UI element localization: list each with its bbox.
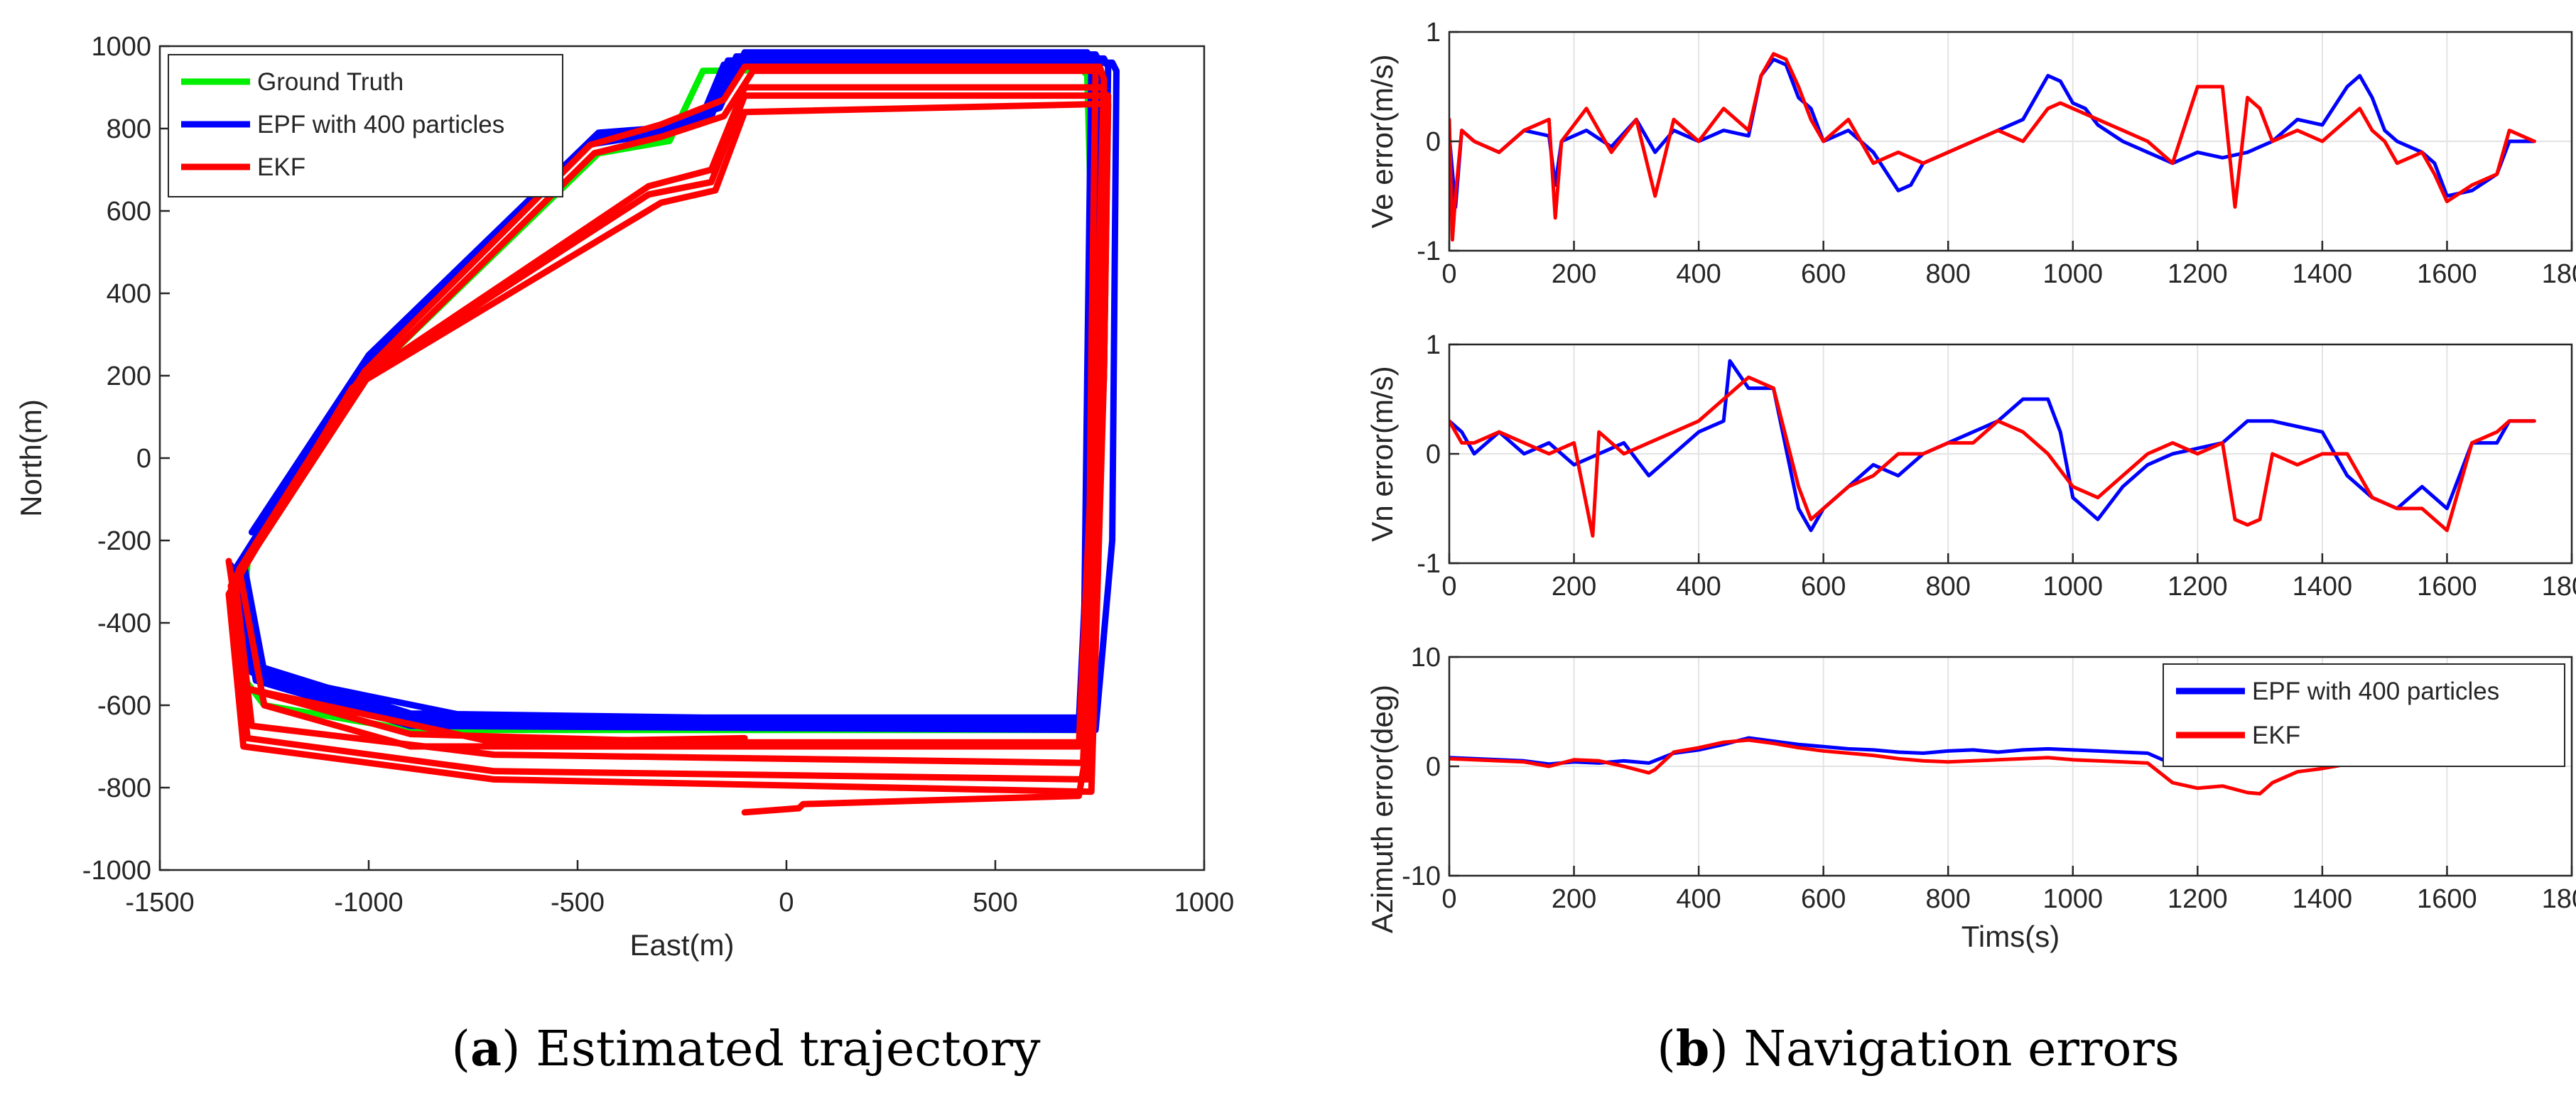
legend-label-a-1: EPF with 400 particles [257, 111, 504, 138]
tick-label-y-b2-0: 0 [1426, 440, 1441, 469]
tick-label-x-b3-400: 400 [1676, 884, 1721, 914]
series-group-a [225, 49, 1120, 816]
x-axis-label-b3: Tims(s) [1961, 920, 2060, 953]
tick-label-y-a--400: -400 [97, 609, 151, 638]
tick-label-x-b1-1200: 1200 [2168, 259, 2228, 289]
y-axis-label-b3: Azimuth error(deg) [1365, 685, 1399, 933]
caption-a: (a) Estimated trajectory [451, 1021, 1041, 1077]
tick-label-x-b2-1600: 1600 [2417, 572, 2477, 602]
series-a-2-path-3 [227, 92, 1112, 783]
tick-label-x-b1-1000: 1000 [2043, 259, 2104, 289]
tick-label-x-b1-400: 400 [1676, 259, 1721, 289]
tick-label-x-b2-1800: 1800 [2542, 572, 2576, 602]
tick-label-x-a--1000: -1000 [334, 888, 403, 918]
tick-label-x-b2-0: 0 [1441, 572, 1456, 602]
tick-label-x-b2-1200: 1200 [2168, 572, 2228, 602]
tick-label-y-b2--1: -1 [1417, 549, 1441, 579]
svg-text:(b) Navigation errors: (b) Navigation errors [1657, 1021, 2180, 1077]
svg-text:(a) Estimated trajectory: (a) Estimated trajectory [451, 1021, 1041, 1077]
tick-label-x-b1-1800: 1800 [2542, 259, 2576, 289]
chart-layer: -1500 -1000 -500 0 500 1000-1000-800-600-400-… [14, 18, 2576, 962]
tick-label-y-a--1000: -1000 [82, 856, 151, 886]
tick-label-x-b1-800: 800 [1926, 259, 1971, 289]
tick-label-x-b2-200: 200 [1552, 572, 1596, 602]
legend-label-b3-0: EPF with 400 particles [2252, 678, 2499, 705]
tick-label-x-a--1500: -1500 [125, 888, 194, 918]
tick-label-y-a-800: 800 [107, 114, 151, 144]
legend-label-b3-1: EKF [2252, 722, 2300, 749]
tick-label-x-b3-0: 0 [1441, 884, 1456, 914]
tick-label-y-a-200: 200 [107, 362, 151, 391]
caption-a-letter: a [470, 1021, 502, 1077]
tick-label-y-b2-1: 1 [1426, 330, 1441, 360]
y-axis-label-b1: Ve error(m/s) [1365, 54, 1399, 228]
tick-label-y-a--800: -800 [97, 773, 151, 803]
tick-label-x-b3-800: 800 [1926, 884, 1971, 914]
tick-label-x-b1-1400: 1400 [2293, 259, 2353, 289]
legend-box-b3 [2163, 663, 2565, 767]
tick-label-x-a-500: 500 [973, 888, 1017, 918]
legend-label-a-0: Ground Truth [257, 68, 404, 96]
caption-a-text: Estimated trajectory [536, 1021, 1041, 1077]
plot-b1: 020040060080010001200140016001800-101Ve … [1365, 18, 2576, 289]
y-axis-label-a: North(m) [14, 399, 48, 517]
tick-label-x-b3-1400: 1400 [2293, 884, 2353, 914]
tick-label-y-a-1000: 1000 [91, 32, 151, 62]
x-axis-label-a: East(m) [630, 928, 735, 962]
tick-label-y-a-0: 0 [136, 444, 151, 474]
tick-label-x-b2-600: 600 [1801, 572, 1846, 602]
tick-label-y-b1--1: -1 [1417, 237, 1441, 266]
tick-label-x-b1-0: 0 [1441, 259, 1456, 289]
series-b2-1-path-0 [1449, 375, 2536, 538]
tick-label-x-a-0: 0 [779, 888, 794, 918]
tick-label-x-b1-1600: 1600 [2417, 259, 2477, 289]
plot-b3: 020040060080010001200140016001800-10010T… [1365, 643, 2576, 953]
tick-label-x-b3-1200: 1200 [2168, 884, 2228, 914]
tick-label-x-b2-1000: 1000 [2043, 572, 2104, 602]
tick-label-x-a-1000: 1000 [1174, 888, 1235, 918]
tick-label-x-a--500: -500 [551, 888, 605, 918]
tick-label-x-b1-200: 200 [1552, 259, 1596, 289]
plot-a: -1500 -1000 -500 0 500 1000-1000-800-600-400-… [14, 32, 1234, 962]
tick-label-y-b3-0: 0 [1426, 752, 1441, 782]
plot-b2: 020040060080010001200140016001800-101Vn … [1365, 330, 2576, 602]
tick-label-x-b3-1600: 1600 [2417, 884, 2477, 914]
y-axis-label-b2: Vn error(m/s) [1365, 366, 1399, 541]
series-group-b2 [1449, 359, 2536, 538]
legend-a: Ground Truth EPF with 400 particles EKF [168, 54, 563, 197]
tick-label-x-b2-800: 800 [1926, 572, 1971, 602]
series-a-2-path-5 [741, 743, 1091, 816]
tick-label-y-a--600: -600 [97, 691, 151, 721]
tick-label-x-b1-600: 600 [1801, 259, 1846, 289]
series-a-2-path-4 [225, 100, 1112, 795]
caption-b-text: Navigation errors [1743, 1021, 2179, 1077]
series-a-1-path-1 [240, 51, 1103, 725]
tick-label-y-a-600: 600 [107, 197, 151, 227]
tick-label-y-b1-1: 1 [1426, 18, 1441, 48]
series-b1-1-path-0 [1449, 52, 2536, 242]
series-a-2-path-2 [232, 84, 1108, 766]
series-b2-0-path-0 [1449, 359, 2536, 533]
tick-label-y-a--200: -200 [97, 526, 151, 556]
tick-label-x-b3-1000: 1000 [2043, 884, 2104, 914]
tick-label-x-b2-1400: 1400 [2293, 572, 2353, 602]
tick-label-x-b3-600: 600 [1801, 884, 1846, 914]
tick-label-x-b3-200: 200 [1552, 884, 1596, 914]
tick-label-y-a-400: 400 [107, 279, 151, 309]
tick-label-y-b3-10: 10 [1411, 643, 1441, 673]
tick-label-y-b3--10: -10 [1402, 861, 1441, 891]
caption-b-letter: b [1676, 1021, 1710, 1077]
legend-label-a-2: EKF [257, 153, 305, 181]
tick-label-x-b2-400: 400 [1676, 572, 1721, 602]
tick-label-y-b1-0: 0 [1426, 127, 1441, 157]
legend-b3: EPF with 400 particles EKF [2163, 663, 2565, 767]
tick-label-x-b3-1800: 1800 [2542, 884, 2576, 914]
series-group-b1 [1449, 52, 2536, 242]
caption-b: (b) Navigation errors [1657, 1021, 2180, 1077]
